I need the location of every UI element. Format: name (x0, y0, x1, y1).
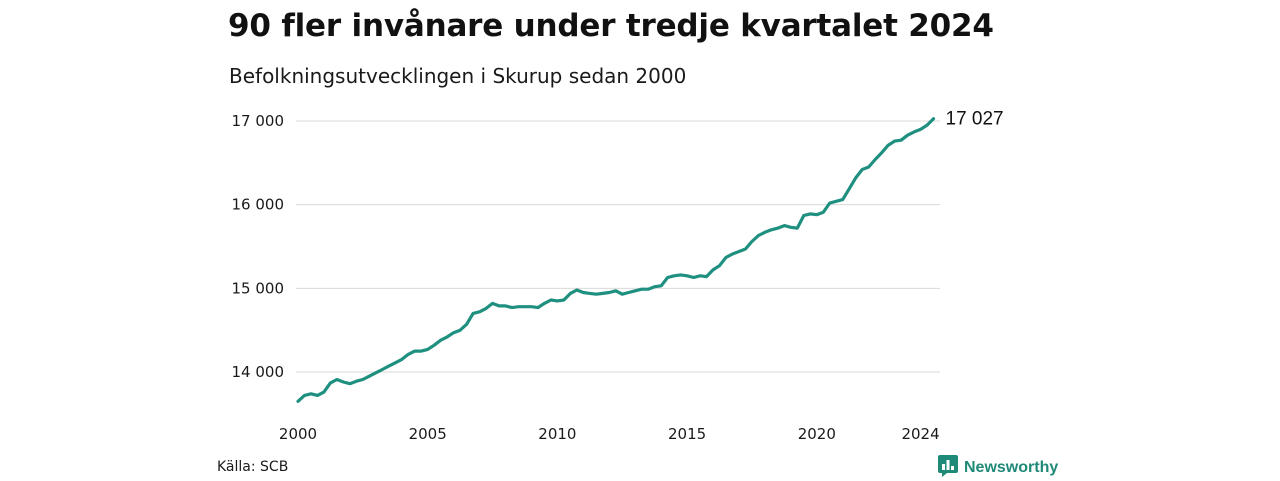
y-tick-label: 14 000 (232, 363, 285, 381)
end-value-label: 17 027 (946, 109, 1004, 130)
brand-logo: Newsworthy (938, 455, 1058, 481)
y-tick-label: 15 000 (232, 279, 285, 297)
x-tick-label: 2015 (668, 425, 706, 443)
y-tick-label: 16 000 (232, 196, 285, 214)
end-label-group: 17 027 (946, 109, 1004, 130)
x-tick-label: 2005 (409, 425, 447, 443)
x-tick-label: 2000 (279, 425, 317, 443)
chart-title: 90 fler invånare under tredje kvartalet … (228, 8, 994, 44)
chart-subtitle: Befolkningsutvecklingen i Skurup sedan 2… (229, 64, 687, 88)
y-tick-label: 17 000 (232, 112, 285, 130)
grid-lines (296, 120, 940, 373)
newsworthy-logo-icon (938, 455, 958, 481)
y-axis: 14 000 15 000 16 000 17 000 (232, 112, 285, 381)
x-tick-label: 2020 (798, 425, 836, 443)
population-series-line (296, 117, 936, 403)
source-note: Källa: SCB (217, 459, 289, 475)
brand-name: Newsworthy (964, 459, 1059, 476)
x-tick-label: 2010 (538, 425, 576, 443)
x-tick-label: 2024 (901, 425, 939, 443)
series-group (296, 117, 936, 403)
x-axis: 2000 2005 2010 2015 2020 2024 (279, 425, 940, 443)
